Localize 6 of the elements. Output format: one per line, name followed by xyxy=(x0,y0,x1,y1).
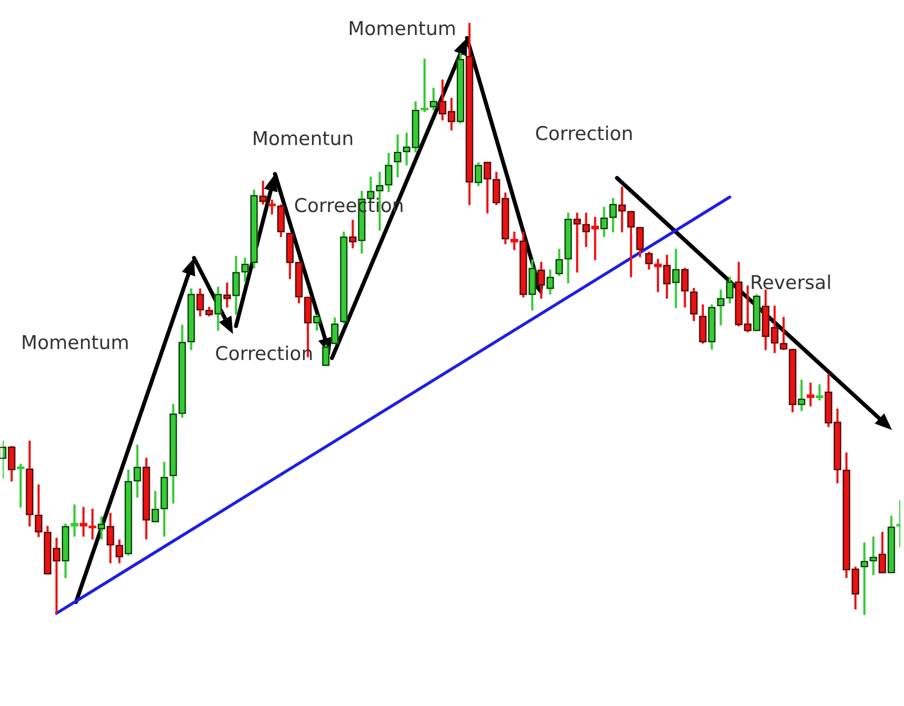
annotation: Correction xyxy=(535,122,634,145)
annotation: Correction xyxy=(215,342,314,365)
annotation: Momentum xyxy=(21,332,130,354)
annotation: Momentum xyxy=(348,18,456,40)
annotation: Reversal xyxy=(750,272,832,294)
annotation: Momentun xyxy=(252,128,354,150)
